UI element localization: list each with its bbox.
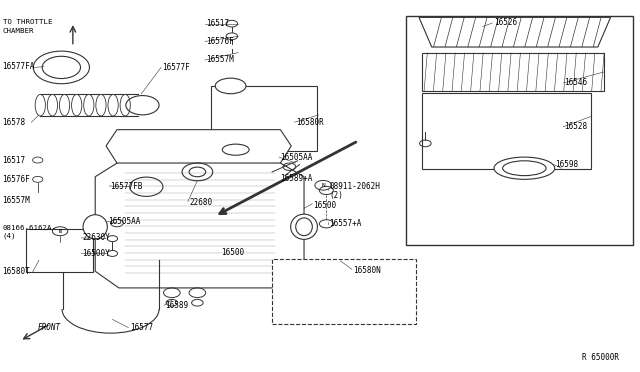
Text: (4): (4) <box>3 233 16 239</box>
Text: 16589: 16589 <box>166 301 189 310</box>
Text: 16577: 16577 <box>130 323 153 332</box>
Text: 16578: 16578 <box>3 118 26 127</box>
Text: 16517: 16517 <box>206 19 230 28</box>
Text: 16505AA: 16505AA <box>280 153 313 161</box>
Text: 16557M: 16557M <box>206 55 234 64</box>
Text: 16580T: 16580T <box>3 267 30 276</box>
Ellipse shape <box>108 94 118 116</box>
Text: 16580R: 16580R <box>296 118 323 127</box>
Text: 16577F: 16577F <box>163 63 190 72</box>
Polygon shape <box>419 17 611 47</box>
Text: (2): (2) <box>330 191 344 200</box>
Text: B: B <box>58 229 61 234</box>
Ellipse shape <box>291 214 317 239</box>
Ellipse shape <box>296 218 312 235</box>
Ellipse shape <box>72 94 82 116</box>
Text: 16576F: 16576F <box>3 175 30 184</box>
Ellipse shape <box>120 94 131 116</box>
Text: 16546: 16546 <box>564 78 588 87</box>
Ellipse shape <box>502 161 546 176</box>
Bar <box>422 52 604 92</box>
Ellipse shape <box>96 94 106 116</box>
Ellipse shape <box>84 94 94 116</box>
Text: 16576F: 16576F <box>206 37 234 46</box>
Text: 16557+A: 16557+A <box>330 219 362 228</box>
Text: 16577FA: 16577FA <box>3 62 35 71</box>
Ellipse shape <box>60 94 70 116</box>
Text: TO THROTTLE: TO THROTTLE <box>3 19 52 25</box>
Bar <box>211 86 317 151</box>
Text: 08911-2062H: 08911-2062H <box>330 182 380 191</box>
Text: 16505AA: 16505AA <box>108 217 140 226</box>
Polygon shape <box>106 130 291 163</box>
Ellipse shape <box>47 94 58 116</box>
Polygon shape <box>95 162 304 288</box>
Text: 16500: 16500 <box>314 201 337 210</box>
Bar <box>26 230 93 272</box>
Ellipse shape <box>215 78 246 94</box>
Text: N: N <box>321 183 325 188</box>
Text: 16580N: 16580N <box>353 266 381 275</box>
Text: 16577FB: 16577FB <box>111 182 143 190</box>
Text: 08166-6162A-: 08166-6162A- <box>3 225 56 231</box>
Ellipse shape <box>222 144 249 155</box>
Text: 16500Y: 16500Y <box>83 249 110 258</box>
Text: FRONT: FRONT <box>38 323 61 332</box>
Bar <box>272 259 416 324</box>
Text: 16500: 16500 <box>221 248 244 257</box>
Ellipse shape <box>35 94 45 116</box>
Text: 16589+A: 16589+A <box>280 174 313 183</box>
Text: 16557M: 16557M <box>3 196 30 205</box>
Text: 22630Y: 22630Y <box>83 233 110 243</box>
Ellipse shape <box>83 215 108 239</box>
Text: 16517: 16517 <box>3 156 26 165</box>
Bar <box>406 16 633 245</box>
Text: R 65000R: R 65000R <box>582 353 619 362</box>
Text: CHAMBER: CHAMBER <box>3 28 34 34</box>
Text: 22680: 22680 <box>189 198 212 207</box>
Bar <box>422 93 591 169</box>
Text: 16528: 16528 <box>564 122 588 131</box>
Ellipse shape <box>494 157 555 179</box>
Text: 16598: 16598 <box>555 160 578 169</box>
Text: 16526: 16526 <box>493 19 517 28</box>
